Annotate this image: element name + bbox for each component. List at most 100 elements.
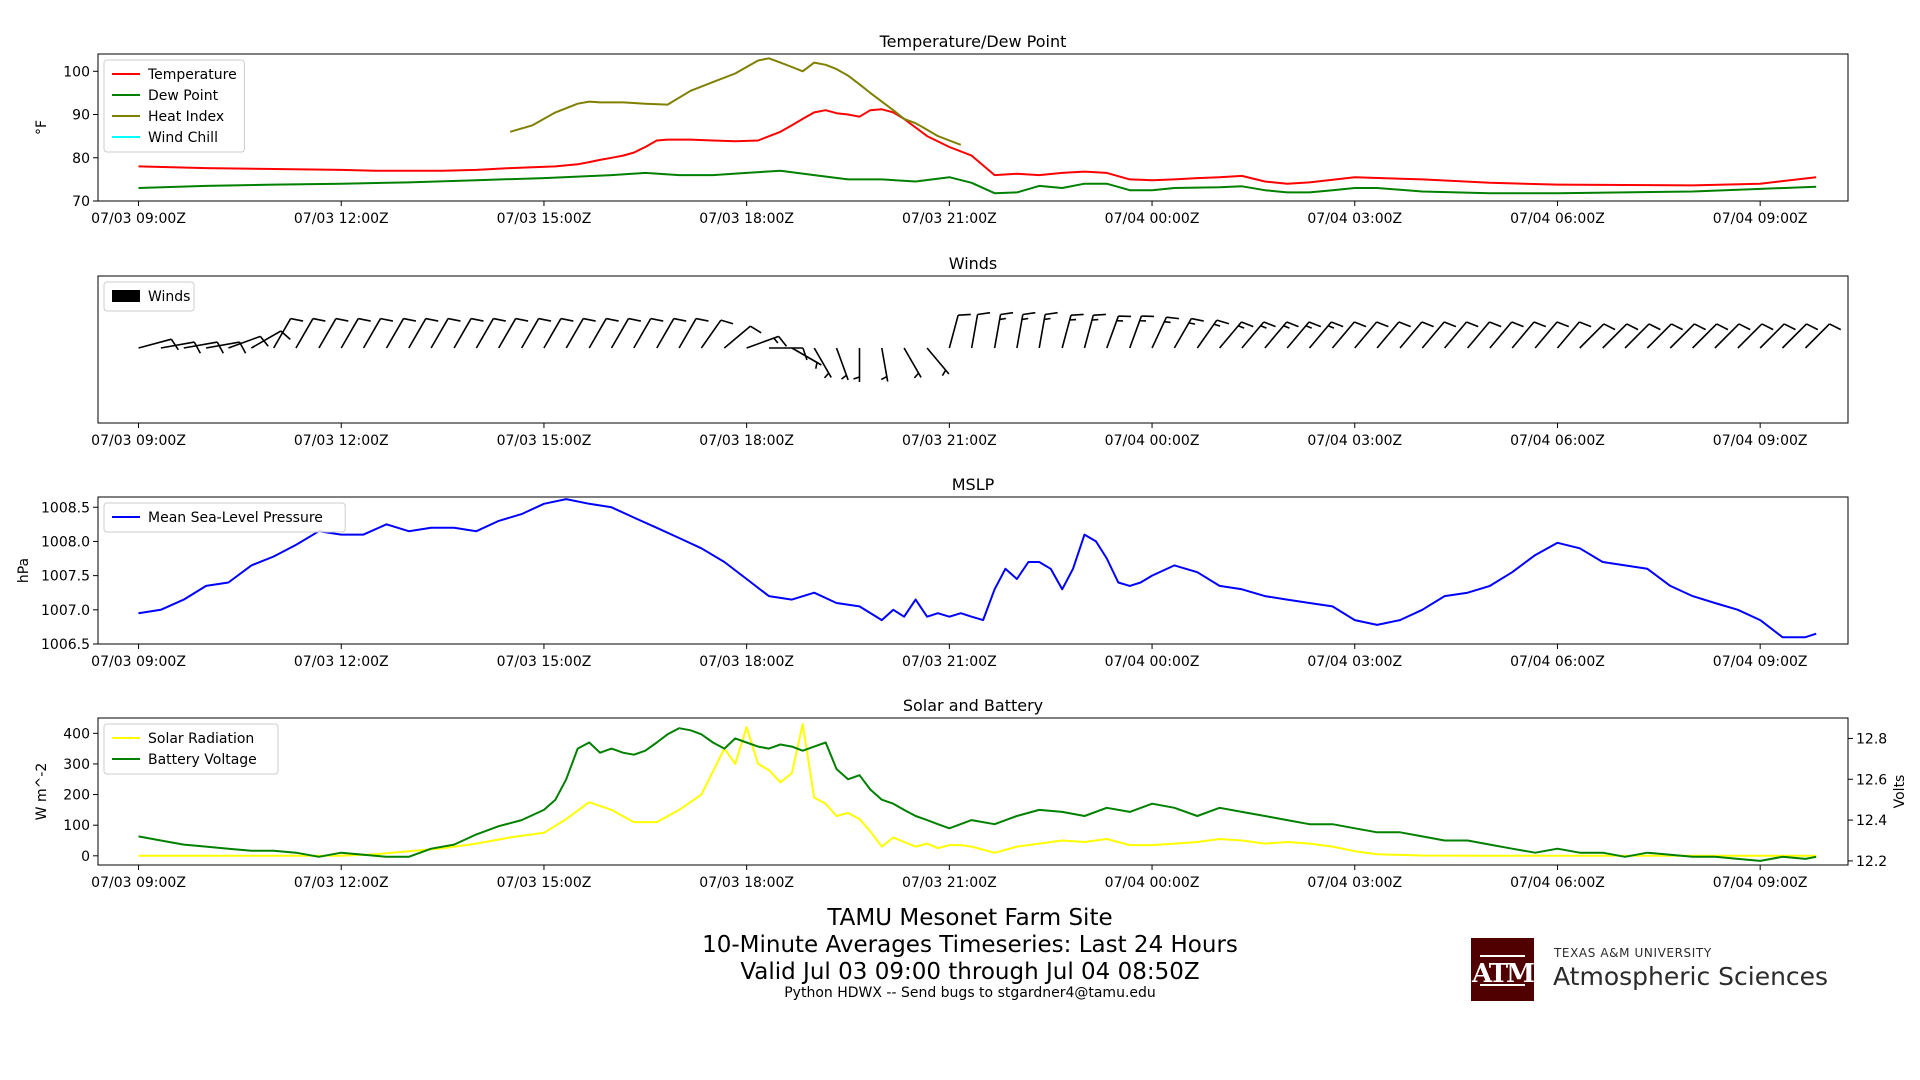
wind-barb-halfflag-50 [1283, 325, 1290, 329]
wind-barb-flag-25-0 [720, 319, 734, 325]
wind-barb-halfflag-48 [1237, 325, 1245, 329]
x-tick-label-3-0: 07/03 09:00Z [91, 875, 186, 891]
wind-barb-51 [1286, 321, 1322, 349]
wind-barb-shaft-29 [791, 347, 822, 366]
wind-barb-shaft-58 [1444, 321, 1468, 349]
wind-barb-flag-65-0 [1626, 323, 1639, 331]
wind-barb-halfflag-46 [1188, 322, 1196, 325]
x-tick-label-1-0: 07/03 09:00Z [91, 433, 186, 449]
wind-barb-shaft-46 [1173, 318, 1193, 349]
wind-barb-flag-24-0 [695, 317, 709, 322]
wind-barb-shaft-2 [183, 341, 218, 349]
wind-barb-shaft-60 [1489, 321, 1513, 349]
panel-frame-0 [97, 53, 1849, 202]
wind-barb-14 [453, 317, 484, 349]
wind-barb-47 [1196, 319, 1230, 349]
wind-barb-flag-67-0 [1671, 323, 1684, 331]
wind-barb-flag-64-0 [1603, 323, 1616, 331]
wind-barb-shaft-55 [1376, 321, 1400, 349]
legend-box-2 [103, 502, 346, 533]
wind-barb-halfflag-39 [1021, 317, 1029, 321]
series-line-battery-voltage [138, 727, 1817, 862]
wind-barb-shaft-27 [746, 335, 779, 349]
wind-barb-65 [1602, 323, 1639, 349]
wind-barb-shaft-13 [430, 318, 449, 349]
wind-barb-27 [746, 335, 788, 349]
wind-barb-shaft-19 [565, 318, 584, 349]
wind-barb-shaft-43 [1106, 315, 1120, 349]
wind-barb-shaft-20 [588, 318, 607, 349]
wind-barb-flag-22-0 [650, 317, 664, 322]
wind-barb-flag-45-0 [1166, 316, 1180, 320]
x-tick-label-1-8: 07/04 09:00Z [1713, 433, 1808, 449]
panel-frame-1 [97, 275, 1849, 424]
wind-barb-36 [948, 313, 971, 349]
wind-barb-flag-63-0 [1579, 321, 1592, 328]
x-tick-label-3-3: 07/03 18:00Z [699, 875, 794, 891]
station-name: TAMU Mesonet Farm Site [827, 905, 1113, 931]
wind-barb-shaft-10 [362, 318, 382, 349]
y-tick-label-3-4: 400 [63, 726, 90, 742]
wind-barb-halfflag-40 [1044, 317, 1051, 321]
legend-swatch-1-0 [112, 290, 140, 302]
wind-barb-10 [362, 317, 394, 349]
credit-line: Python HDWX -- Send bugs to stgardner4@t… [784, 985, 1156, 1001]
wind-barb-halfflag-32 [853, 376, 860, 380]
legend-label-3-0: Solar Radiation [148, 731, 254, 747]
wind-barb-flag-28-0 [802, 347, 808, 361]
wind-barb-shaft-62 [1534, 321, 1558, 349]
x-tick-label-3-1: 07/03 12:00Z [294, 875, 389, 891]
y-tick-label-3-0: 0 [81, 849, 90, 865]
wind-barb-flag-16-0 [515, 317, 529, 322]
wind-barb-32 [853, 348, 861, 382]
panel-frame-2 [97, 496, 1849, 645]
atm-monogram-icon: ATM [1471, 938, 1534, 1001]
wind-barb-shaft-49 [1241, 321, 1265, 349]
wind-barb-31 [835, 347, 849, 381]
y-tick-label-0-1: 80 [72, 151, 90, 167]
wind-barb-flag-38-0 [1000, 311, 1014, 316]
wind-barb-63 [1556, 321, 1592, 349]
wind-barb-shaft-25 [700, 319, 722, 349]
wind-barb-shaft-31 [835, 347, 849, 381]
wind-barb-shaft-17 [520, 318, 540, 349]
series-line-dew-point [138, 169, 1817, 195]
x-tick-label-0-6: 07/04 03:00Z [1307, 211, 1402, 227]
wind-barb-44 [1129, 315, 1155, 349]
wind-barb-0 [138, 338, 180, 351]
wind-barb-shaft-40 [1038, 314, 1046, 349]
x-tick-label-1-6: 07/04 03:00Z [1307, 433, 1402, 449]
x-tick-label-0-8: 07/04 09:00Z [1713, 211, 1808, 227]
wind-barb-shaft-11 [385, 318, 405, 349]
wind-barb-shaft-72 [1759, 323, 1785, 349]
wind-barb-59 [1466, 321, 1502, 349]
wind-barb-26 [723, 325, 762, 349]
x-tick-label-1-7: 07/04 06:00Z [1510, 433, 1605, 449]
wind-barb-flag-57-0 [1443, 321, 1457, 328]
legend-label-0-3: Wind Chill [148, 130, 218, 146]
wind-barb-shaft-33 [880, 347, 889, 382]
wind-barb-flag-36-0 [958, 313, 971, 316]
wind-barb-41 [1061, 313, 1084, 349]
x-tick-label-1-1: 07/03 12:00Z [294, 433, 389, 449]
wind-barb-shaft-51 [1286, 321, 1310, 349]
y-tick-label-0-3: 100 [63, 64, 90, 80]
wind-barb-flag-49-0 [1263, 321, 1276, 328]
wind-barb-flag-50-0 [1286, 321, 1299, 328]
wind-barb-halfflag-31 [840, 374, 847, 380]
wind-barb-12 [408, 317, 439, 349]
y-tick-label-2-3: 1008.0 [41, 534, 90, 550]
wind-barb-flag-46-0 [1191, 317, 1204, 322]
y2-tick-label-3-0: 12.2 [1856, 854, 1887, 870]
wind-barb-shaft-44 [1129, 315, 1143, 349]
wind-barb-shaft-47 [1196, 319, 1218, 349]
wind-barb-70 [1714, 323, 1751, 349]
wind-barb-shaft-4 [228, 335, 261, 349]
wind-barb-24 [678, 317, 709, 349]
wind-barb-shaft-65 [1602, 323, 1628, 349]
wind-barb-22 [633, 317, 664, 349]
wind-barb-flag-56-0 [1421, 321, 1434, 328]
wind-barb-shaft-67 [1646, 323, 1672, 349]
x-tick-label-0-1: 07/03 12:00Z [294, 211, 389, 227]
wind-barb-shaft-9 [340, 318, 359, 349]
